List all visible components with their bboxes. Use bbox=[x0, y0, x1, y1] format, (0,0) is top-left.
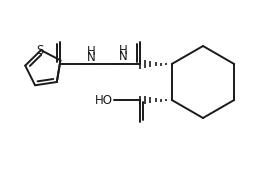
Text: H: H bbox=[119, 44, 127, 57]
Text: S: S bbox=[36, 44, 44, 57]
Text: N: N bbox=[86, 51, 95, 64]
Text: N: N bbox=[119, 50, 127, 63]
Text: H: H bbox=[86, 45, 95, 58]
Text: HO: HO bbox=[95, 93, 113, 107]
